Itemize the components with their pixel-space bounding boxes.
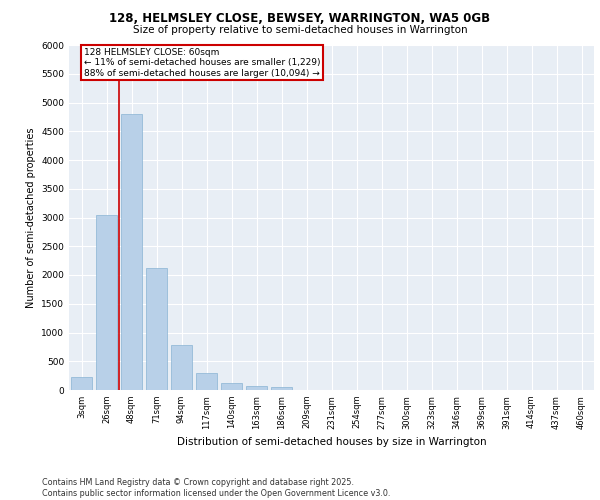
Bar — [96, 214, 117, 390]
Text: Size of property relative to semi-detached houses in Warrington: Size of property relative to semi-detach… — [133, 25, 467, 35]
X-axis label: Distribution of semi-detached houses by size in Warrington: Distribution of semi-detached houses by … — [176, 437, 487, 447]
Bar — [271, 387, 292, 390]
Text: 128 HELMSLEY CLOSE: 60sqm
← 11% of semi-detached houses are smaller (1,229)
88% : 128 HELMSLEY CLOSE: 60sqm ← 11% of semi-… — [84, 48, 320, 78]
Bar — [71, 377, 92, 390]
Y-axis label: Number of semi-detached properties: Number of semi-detached properties — [26, 127, 35, 308]
Bar — [221, 382, 242, 390]
Bar — [121, 114, 142, 390]
Bar — [171, 344, 192, 390]
Text: Contains HM Land Registry data © Crown copyright and database right 2025.
Contai: Contains HM Land Registry data © Crown c… — [42, 478, 391, 498]
Bar — [146, 268, 167, 390]
Bar — [246, 386, 267, 390]
Bar — [196, 374, 217, 390]
Text: 128, HELMSLEY CLOSE, BEWSEY, WARRINGTON, WA5 0GB: 128, HELMSLEY CLOSE, BEWSEY, WARRINGTON,… — [109, 12, 491, 26]
